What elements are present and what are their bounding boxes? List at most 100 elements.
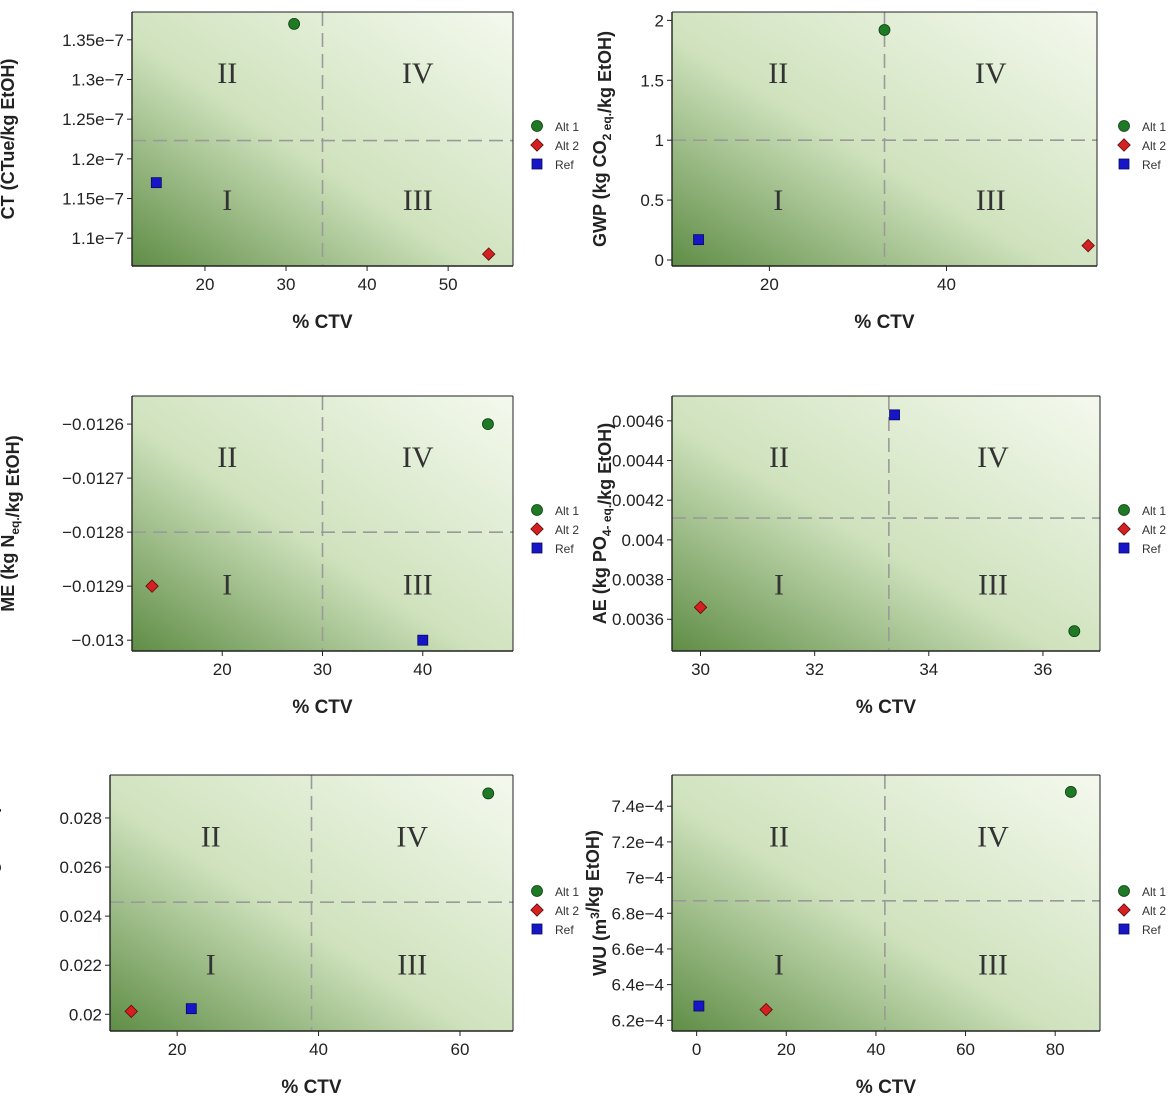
data-point-ref xyxy=(889,409,900,421)
x-tick-label: 30 xyxy=(277,275,296,294)
data-point-alt-1 xyxy=(288,18,301,30)
data-point-ref xyxy=(693,1000,705,1012)
x-axis-label: % CTV xyxy=(856,697,917,718)
y-tick-label: 0.0036 xyxy=(612,610,664,629)
legend-marker-alt-1 xyxy=(531,120,543,132)
legend: Alt 1 Alt 2 Ref xyxy=(1117,120,1166,172)
legend: Alt 1 Alt 2 Ref xyxy=(530,885,579,937)
legend-label: Alt 1 xyxy=(1142,504,1166,518)
legend-marker-alt-2 xyxy=(1117,903,1131,917)
quadrant-label-ii: II xyxy=(769,820,789,853)
x-tick-label: 40 xyxy=(937,275,956,294)
data-point-alt-1 xyxy=(482,418,494,430)
data-point-alt-2 xyxy=(145,579,159,593)
y-tick-label: 1.5 xyxy=(640,71,664,90)
y-tick-label: 0.0044 xyxy=(612,451,664,470)
y-tick-label: 2 xyxy=(655,11,664,30)
legend-label: Ref xyxy=(555,923,574,937)
legend-marker-alt-1 xyxy=(531,885,543,897)
y-tick-label: 1.2e−7 xyxy=(72,150,124,169)
legend-marker-ref xyxy=(1118,542,1130,554)
legend-marker-ref xyxy=(1118,923,1130,935)
data-point-alt-2 xyxy=(481,247,496,261)
x-tick-label: 60 xyxy=(451,1040,470,1059)
quadrant-label-iii: III xyxy=(978,948,1008,981)
data-point-ref xyxy=(185,1003,197,1015)
x-tick-label: 60 xyxy=(956,1040,975,1059)
x-axis-label: % CTV xyxy=(856,1077,917,1098)
legend-marker-alt-2 xyxy=(1117,522,1131,536)
y-tick-label: 6.4e−4 xyxy=(612,976,664,995)
x-axis-label: % CTV xyxy=(281,1077,342,1098)
legend: Alt 1 Alt 2 Ref xyxy=(1117,885,1166,937)
data-point-alt-1 xyxy=(1068,625,1081,638)
x-tick-label: 20 xyxy=(168,1040,187,1059)
x-tick-label: 40 xyxy=(358,275,377,294)
y-tick-label: 0.0038 xyxy=(612,571,664,590)
y-tick-label: 0.5 xyxy=(640,191,664,210)
y-tick-label: 6.2e−4 xyxy=(612,1011,664,1030)
x-tick-label: 20 xyxy=(777,1040,796,1059)
legend-label: Alt 2 xyxy=(555,523,579,537)
legend-marker-ref xyxy=(531,923,543,935)
y-tick-label: −0.013 xyxy=(72,631,124,650)
quadrant-label-iii: III xyxy=(403,569,433,602)
quadrant-label-iii: III xyxy=(976,184,1006,217)
legend-marker-alt-1 xyxy=(1118,885,1130,897)
x-tick-label: 40 xyxy=(866,1040,885,1059)
y-tick-label: 0.028 xyxy=(59,809,102,828)
legend-label: Alt 2 xyxy=(555,139,579,153)
data-point-alt-2 xyxy=(759,1002,773,1017)
data-point-alt-2 xyxy=(1081,238,1095,253)
y-tick-label: 0.024 xyxy=(59,907,102,926)
legend-marker-alt-2 xyxy=(530,522,544,536)
legend: Alt 1 Alt 2 Ref xyxy=(1117,504,1166,556)
y-tick-label: 1.15e−7 xyxy=(62,190,124,209)
y-axis-label: WU (m3/kg EtOH) xyxy=(583,830,610,976)
legend-label: Ref xyxy=(1142,542,1161,556)
y-axis-label: ME (kg Neq./kg EtOH) xyxy=(0,435,23,611)
legend-label: Alt 2 xyxy=(555,904,579,918)
x-tick-label: 80 xyxy=(1046,1040,1065,1059)
legend-marker-alt-2 xyxy=(530,903,544,917)
legend-marker-alt-2 xyxy=(530,138,544,152)
quadrant-label-iv: IV xyxy=(396,820,428,853)
plot-background xyxy=(672,396,1100,651)
legend-marker-ref xyxy=(1118,158,1130,170)
legend-marker-ref xyxy=(531,542,543,554)
y-tick-label: 6.6e−4 xyxy=(612,940,664,959)
quadrant-label-ii: II xyxy=(201,820,221,853)
y-tick-label: −0.0127 xyxy=(62,469,124,488)
legend-label: Ref xyxy=(1142,923,1161,937)
data-point-alt-2 xyxy=(124,1004,138,1019)
y-axis-label: AE (kg PO4- eq./kg EtOH) xyxy=(590,423,615,624)
x-axis-label: % CTV xyxy=(854,312,915,333)
quadrant-label-iv: IV xyxy=(977,820,1009,853)
x-tick-label: 0 xyxy=(692,1040,701,1059)
legend-marker-alt-1 xyxy=(1118,120,1130,132)
legend: Alt 1 Alt 2 Ref xyxy=(530,504,579,556)
legend-label: Alt 1 xyxy=(555,885,579,899)
quadrant-label-iv: IV xyxy=(402,441,434,474)
x-tick-label: 30 xyxy=(313,660,332,679)
quadrant-label-i: I xyxy=(222,569,232,602)
quadrant-label-iv: IV xyxy=(402,57,434,90)
x-tick-label: 40 xyxy=(309,1040,328,1059)
y-tick-label: 0.02 xyxy=(69,1005,102,1024)
quadrant-label-i: I xyxy=(774,569,784,602)
quadrant-label-iii: III xyxy=(403,184,433,217)
y-tick-label: 0 xyxy=(655,251,664,270)
data-point-ref xyxy=(150,177,162,189)
plot-background xyxy=(672,775,1100,1031)
data-point-alt-1 xyxy=(482,787,495,800)
y-axis-label: CT (CTue/kg EtOH) xyxy=(0,59,18,220)
legend-label: Alt 2 xyxy=(1142,904,1166,918)
quadrant-label-iv: IV xyxy=(977,441,1009,474)
data-point-alt-1 xyxy=(1064,786,1077,798)
